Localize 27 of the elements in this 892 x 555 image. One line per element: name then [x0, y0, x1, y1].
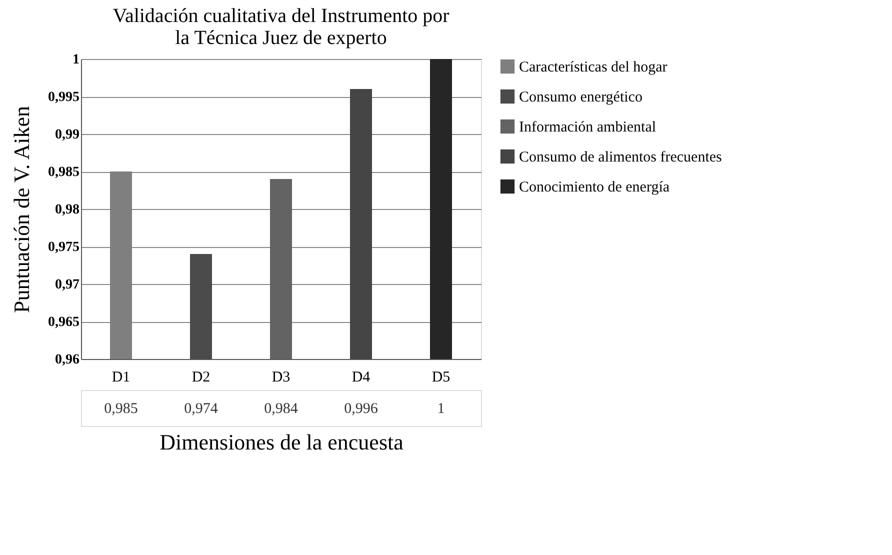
y-tick-label: 0,995	[48, 90, 80, 105]
y-tick-label: 0,985	[48, 165, 80, 180]
y-tick-label: 1	[72, 52, 80, 68]
x-axis-title: Dimensiones de la encuesta	[160, 430, 404, 454]
y-tick-label: 0,965	[48, 315, 80, 330]
x-tick-label: D3	[272, 370, 290, 386]
text: 1	[437, 401, 445, 417]
y-tick-label: 0,96	[55, 352, 80, 368]
legend-label: Conocimiento de energía	[519, 180, 670, 196]
legend-label: Características del hogar	[519, 60, 668, 76]
text: 0,996	[344, 401, 378, 417]
y-axis-title: Puntuación de V. Aiken	[9, 106, 34, 313]
legend-label: Información ambiental	[519, 120, 656, 136]
x-tick-label: D2	[192, 370, 210, 386]
text: 0,985	[104, 401, 138, 417]
x-tick-label: D4	[352, 370, 371, 386]
legend-label: Consumo de alimentos frecuentes	[519, 150, 722, 166]
y-tick-label: 0,99	[55, 128, 80, 142]
text: 0,984	[264, 401, 298, 417]
x-tick-label: D1	[112, 370, 130, 386]
x-tick-label: D5	[432, 370, 450, 386]
y-tick-label: 0,97	[55, 278, 80, 292]
chart-title: Validación cualitativa del Instrumento por la Técnica Juez de experto	[112, 5, 450, 49]
y-tick-label: 0,975	[48, 240, 80, 255]
legend-label: Consumo energético	[519, 90, 642, 106]
text: 0,974	[184, 401, 218, 417]
y-tick-label: 0,98	[55, 202, 80, 218]
